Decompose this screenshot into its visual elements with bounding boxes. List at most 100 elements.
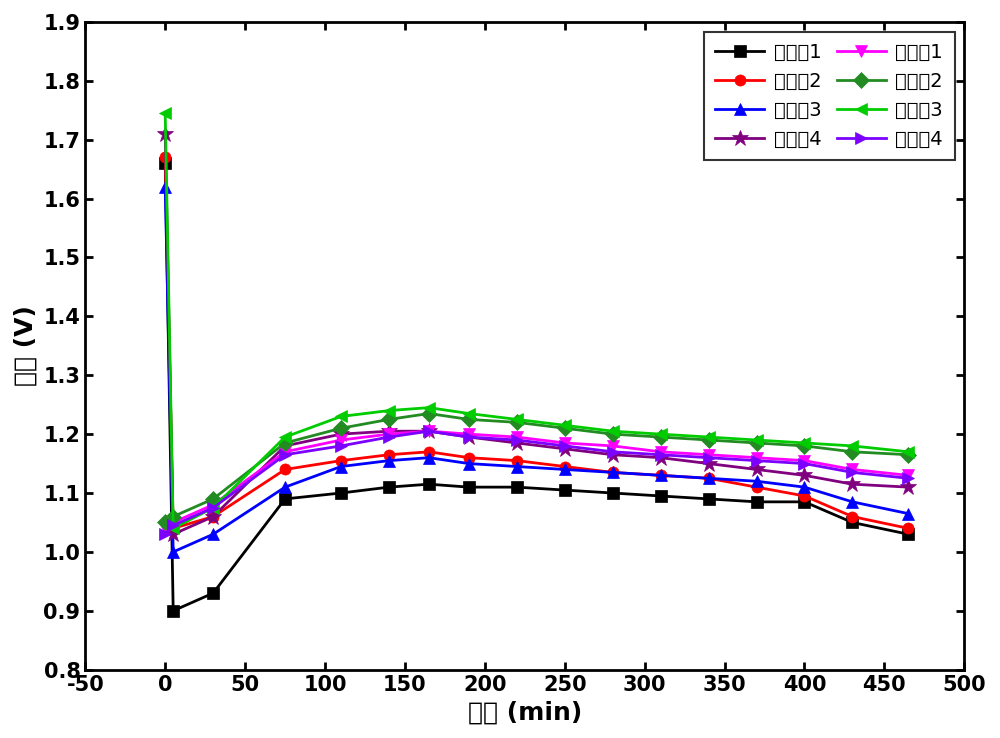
对比例2 — [751, 483, 763, 492]
实施例1 — [846, 465, 858, 474]
对比例4 — [902, 483, 914, 492]
实施例2 — [559, 424, 571, 432]
实施例1 — [383, 430, 395, 438]
实施例2 — [846, 447, 858, 456]
实施例1 — [798, 456, 810, 465]
对比例1 — [207, 589, 219, 598]
对比例1 — [798, 497, 810, 506]
对比例4 — [511, 438, 523, 447]
对比例2 — [607, 468, 619, 477]
实施例1 — [703, 450, 715, 459]
对比例4 — [607, 450, 619, 459]
对比例1 — [559, 486, 571, 494]
实施例4 — [559, 441, 571, 450]
实施例1 — [655, 447, 667, 456]
实施例1 — [751, 453, 763, 462]
实施例3 — [655, 430, 667, 438]
实施例4 — [751, 456, 763, 465]
对比例4 — [335, 430, 347, 438]
实施例3 — [207, 503, 219, 512]
对比例1 — [383, 483, 395, 492]
对比例1 — [607, 489, 619, 497]
对比例4 — [207, 512, 219, 521]
对比例3 — [279, 483, 291, 492]
Line: 对比例2: 对比例2 — [160, 152, 914, 534]
Line: 实施例1: 实施例1 — [159, 425, 915, 534]
实施例2 — [383, 415, 395, 424]
对比例2 — [423, 447, 435, 456]
实施例2 — [607, 430, 619, 438]
对比例3 — [902, 509, 914, 518]
实施例1 — [902, 471, 914, 480]
对比例3 — [423, 453, 435, 462]
对比例2 — [335, 456, 347, 465]
对比例3 — [846, 497, 858, 506]
对比例4 — [559, 444, 571, 453]
实施例4 — [846, 468, 858, 477]
实施例3 — [383, 406, 395, 415]
对比例3 — [335, 462, 347, 471]
对比例3 — [559, 465, 571, 474]
实施例1 — [423, 427, 435, 435]
实施例3 — [559, 421, 571, 430]
实施例2 — [798, 441, 810, 450]
实施例1 — [207, 500, 219, 509]
实施例1 — [607, 441, 619, 450]
实施例2 — [655, 432, 667, 441]
实施例3 — [167, 524, 179, 533]
Line: 对比例4: 对比例4 — [157, 125, 917, 542]
实施例3 — [846, 441, 858, 450]
对比例2 — [798, 492, 810, 500]
实施例2 — [703, 435, 715, 444]
Line: 实施例4: 实施例4 — [159, 425, 915, 540]
对比例3 — [607, 468, 619, 477]
对比例4 — [383, 427, 395, 435]
实施例4 — [159, 530, 171, 539]
实施例3 — [463, 409, 475, 418]
实施例2 — [511, 418, 523, 427]
实施例3 — [159, 108, 171, 117]
对比例1 — [463, 483, 475, 492]
实施例4 — [703, 453, 715, 462]
对比例1 — [167, 607, 179, 615]
实施例1 — [335, 435, 347, 444]
对比例1 — [159, 159, 171, 168]
对比例4 — [751, 465, 763, 474]
实施例3 — [423, 403, 435, 412]
实施例4 — [279, 450, 291, 459]
对比例2 — [463, 453, 475, 462]
实施例2 — [335, 424, 347, 432]
实施例3 — [902, 447, 914, 456]
对比例3 — [511, 462, 523, 471]
对比例2 — [383, 450, 395, 459]
X-axis label: 时间 (min): 时间 (min) — [468, 700, 582, 724]
实施例4 — [902, 474, 914, 483]
对比例4 — [279, 441, 291, 450]
对比例1 — [846, 518, 858, 527]
对比例2 — [207, 512, 219, 521]
Line: 对比例1: 对比例1 — [160, 158, 914, 616]
实施例2 — [423, 409, 435, 418]
实施例2 — [463, 415, 475, 424]
实施例4 — [798, 459, 810, 468]
实施例2 — [159, 518, 171, 527]
对比例1 — [423, 480, 435, 489]
实施例2 — [751, 438, 763, 447]
实施例1 — [279, 447, 291, 456]
实施例1 — [167, 518, 179, 527]
对比例1 — [279, 494, 291, 503]
对比例2 — [559, 462, 571, 471]
实施例3 — [798, 438, 810, 447]
实施例4 — [423, 427, 435, 435]
实施例1 — [559, 438, 571, 447]
对比例3 — [159, 182, 171, 191]
对比例2 — [655, 471, 667, 480]
实施例3 — [279, 432, 291, 441]
对比例1 — [902, 530, 914, 539]
对比例4 — [655, 453, 667, 462]
对比例3 — [167, 548, 179, 556]
实施例3 — [335, 412, 347, 421]
实施例4 — [607, 447, 619, 456]
对比例3 — [207, 530, 219, 539]
实施例4 — [207, 503, 219, 512]
